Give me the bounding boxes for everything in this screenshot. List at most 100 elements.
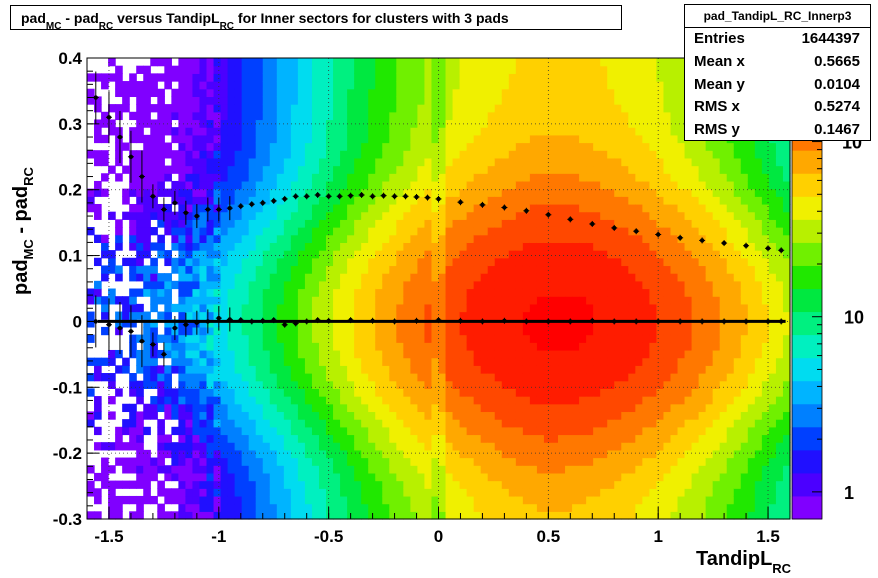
heatmap-cell [558,242,566,251]
heatmap-cell [586,234,594,243]
heatmap-cell [326,104,334,113]
heatmap-cell [494,342,503,351]
heatmap-cell [621,311,629,320]
heatmap-cell [691,219,700,228]
heatmap-cell [234,434,243,443]
heatmap-cell [389,442,397,451]
heatmap-cell [649,65,658,74]
heatmap-cell [389,242,397,251]
heatmap-cell [698,173,707,182]
heatmap-cell [382,449,390,459]
heatmap-cell [241,157,250,167]
heatmap-cell [157,442,165,451]
heatmap-cell [185,273,194,282]
heatmap-cell [340,465,348,474]
heatmap-cell [241,81,250,90]
heatmap-cell [656,88,665,98]
heatmap-cell [522,234,531,243]
heatmap-cell [213,81,222,90]
heatmap-cell [157,250,165,259]
heatmap-cell [304,150,313,159]
heatmap-cell [129,265,137,274]
heatmap-cell [600,242,608,251]
heatmap-cell [262,495,271,505]
heatmap-cell [199,442,208,451]
heatmap-cell [115,127,123,136]
heatmap-cell [311,303,320,313]
heatmap-cell [227,434,236,443]
heatmap-cell [304,104,313,113]
heatmap-cell [424,203,433,213]
heatmap-cell [241,96,250,105]
heatmap-cell [333,388,341,397]
heatmap-cell [670,388,679,397]
heatmap-cell [494,180,503,190]
heatmap-cell [199,196,208,205]
heatmap-cell [550,296,559,305]
heatmap-cell [543,419,552,428]
heatmap-cell [670,96,679,105]
heatmap-cell [199,203,208,213]
heatmap-cell [206,227,215,236]
heatmap-cell [459,419,468,428]
heatmap-cell [354,173,362,182]
heatmap-cell [234,211,243,220]
heatmap-cell [579,403,587,413]
heatmap-cell [642,134,650,144]
heatmap-cell [529,211,538,220]
heatmap-cell [108,442,116,451]
heatmap-cell [593,219,601,228]
heatmap-cell [276,203,285,213]
heatmap-cell [522,396,531,405]
heatmap-cell [635,472,643,482]
heatmap-cell [593,495,601,505]
heatmap-cell [635,219,643,228]
heatmap-cell [558,449,566,459]
heatmap-cell [494,465,503,474]
heatmap-cell [248,342,257,351]
heatmap-cell [276,119,285,128]
heatmap-cell [466,449,475,459]
heatmap-cell [572,157,580,167]
heatmap-cell [220,81,229,90]
heatmap-cell [290,280,299,290]
heatmap-cell [565,349,573,359]
heatmap-cell [515,88,524,98]
heatmap-cell [656,349,665,359]
heatmap-cell [150,180,158,190]
heatmap-cell [361,157,369,167]
heatmap-cell [333,465,341,474]
heatmap-cell [649,411,658,420]
heatmap-cell [213,319,222,328]
heatmap-cell [586,142,594,151]
heatmap-cell [466,119,475,128]
heatmap-cell [431,173,440,182]
heatmap-cell [628,104,636,113]
heatmap-cell [677,442,686,451]
heatmap-cell [368,65,376,74]
heatmap-cell [529,419,538,428]
heatmap-cell [403,196,411,205]
heatmap-cell [635,104,643,113]
heatmap-cell [607,250,615,259]
heatmap-cell [354,257,362,267]
heatmap-cell [508,280,517,290]
heatmap-cell [579,150,587,159]
heatmap-cell [143,234,151,243]
heatmap-cell [649,111,658,121]
heatmap-cell [185,511,194,520]
heatmap-cell [558,434,566,443]
heatmap-cell [347,150,355,159]
heatmap-cell [164,173,172,182]
heatmap-cell [600,303,608,313]
heatmap-cell [213,273,222,282]
heatmap-cell [276,58,285,67]
heatmap-cell [677,211,686,220]
heatmap-cell [304,472,313,482]
heatmap-cell [269,165,278,174]
heatmap-cell [136,388,144,397]
heatmap-cell [452,96,461,105]
heatmap-cell [628,342,636,351]
heatmap-cell [670,442,679,451]
heatmap-cell [290,58,299,67]
